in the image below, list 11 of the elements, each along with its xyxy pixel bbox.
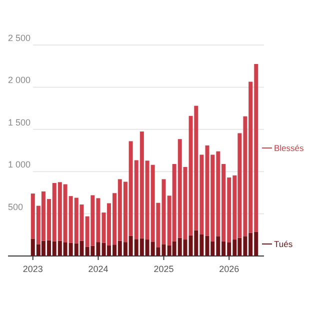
legend-label: Blessés — [274, 142, 304, 153]
x-tick-label: 2023 — [22, 264, 43, 274]
y-tick-label: 2 500 — [8, 33, 31, 43]
x-tick-label: 2024 — [88, 264, 108, 274]
y-tick-label: 1 000 — [8, 160, 31, 170]
x-tick-label: 2025 — [154, 264, 174, 274]
y-tick-label: 500 — [8, 202, 24, 212]
legend-label: Tués — [274, 238, 293, 249]
y-tick-label: 2 000 — [8, 75, 31, 86]
x-tick-label: 2026 — [219, 264, 240, 274]
y-tick-label: 1 500 — [8, 117, 31, 128]
